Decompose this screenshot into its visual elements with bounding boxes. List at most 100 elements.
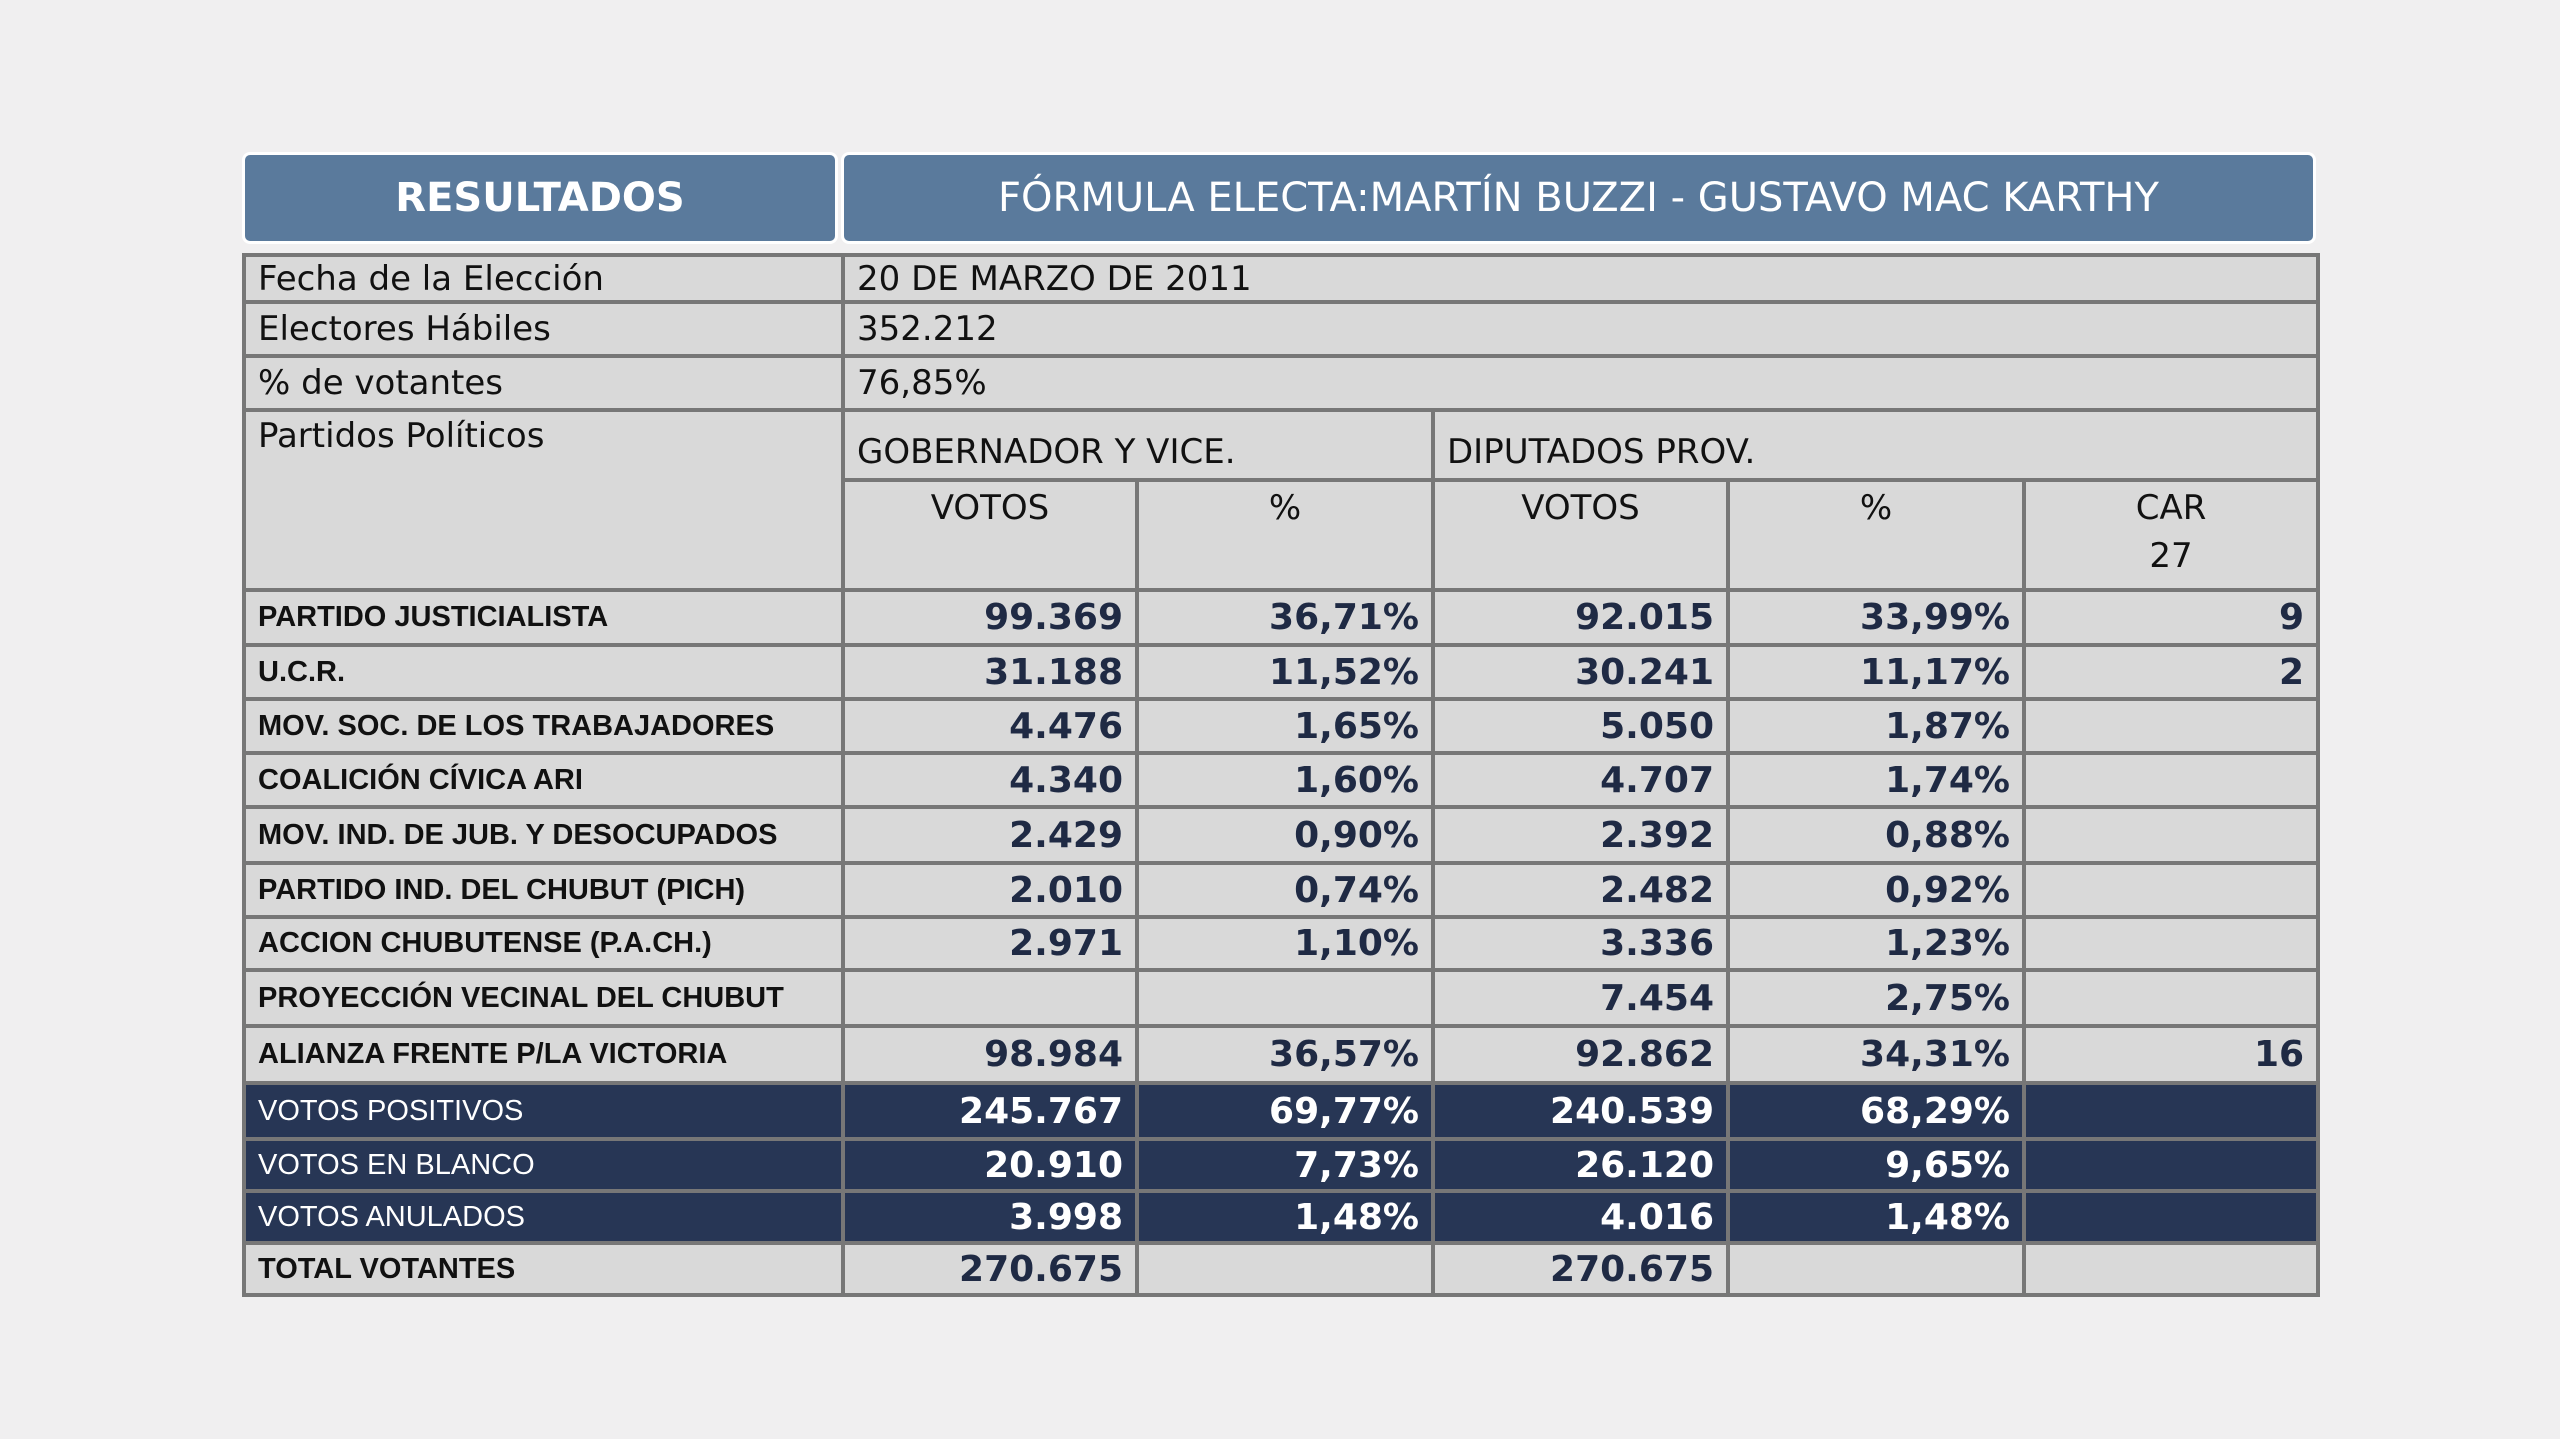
deputies-votes: 7.454 xyxy=(1431,968,1730,1028)
governor-pct: 0,74% xyxy=(1135,861,1435,919)
deputies-votes: 30.241 xyxy=(1431,643,1730,701)
governor-pct: 36,57% xyxy=(1135,1024,1435,1085)
deputies-votes: 4.016 xyxy=(1431,1189,1730,1245)
governor-pct: 36,71% xyxy=(1135,588,1435,647)
seats xyxy=(2021,1241,2321,1297)
seats xyxy=(2021,1189,2321,1245)
car-total: 27 xyxy=(2149,536,2193,576)
governor-pct: 1,60% xyxy=(1135,751,1435,809)
info-row: % de votantes 76,85% xyxy=(242,354,2321,412)
elected-formula-title: FÓRMULA ELECTA:MARTÍN BUZZI - GUSTAVO MA… xyxy=(841,152,2316,244)
elected-formula-text: FÓRMULA ELECTA:MARTÍN BUZZI - GUSTAVO MA… xyxy=(998,175,2159,221)
car-label: CAR xyxy=(2135,488,2207,528)
deputies-votes: 2.482 xyxy=(1431,861,1730,919)
party-row: ALIANZA FRENTE P/LA VICTORIA 98.984 36,57%… xyxy=(242,1024,2321,1085)
deputies-pct: 33,99% xyxy=(1726,588,2026,647)
results-title-text: RESULTADOS xyxy=(395,175,685,221)
party-name: U.C.R. xyxy=(242,643,845,701)
governor-pct: 69,77% xyxy=(1135,1081,1435,1141)
results-table: Fecha de la Elección 20 DE MARZO DE 2011… xyxy=(242,253,2321,1297)
deputies-votes: 26.120 xyxy=(1431,1137,1730,1193)
party-row: U.C.R. 31.188 11,52% 30.241 11,17% 2 xyxy=(242,643,2321,701)
info-label: % de votantes xyxy=(242,354,845,412)
deputies-pct: 1,23% xyxy=(1726,915,2026,972)
governor-votes: 98.984 xyxy=(841,1024,1139,1085)
info-value: 76,85% xyxy=(840,354,2321,412)
governor-votes: 2.429 xyxy=(841,805,1139,865)
deputies-votes: 3.336 xyxy=(1431,915,1730,972)
governor-votes: 99.369 xyxy=(841,588,1139,647)
governor-votes: 31.188 xyxy=(841,643,1139,701)
governor-pct: 1,10% xyxy=(1135,915,1435,972)
deputies-pct: 34,31% xyxy=(1726,1024,2026,1085)
pct-header: % xyxy=(1726,478,2026,592)
party-row: PARTIDO IND. DEL CHUBUT (PICH) 2.010 0,74%… xyxy=(242,861,2321,919)
seats xyxy=(2021,805,2321,865)
deputies-votes: 5.050 xyxy=(1431,697,1730,755)
governor-votes: 4.340 xyxy=(841,751,1139,809)
party-name: ACCION CHUBUTENSE (P.A.CH.) xyxy=(242,915,845,972)
seats xyxy=(2021,968,2321,1028)
seats xyxy=(2021,697,2321,755)
deputies-header: DIPUTADOS PROV. xyxy=(1430,408,2321,482)
party-name: MOV. IND. DE JUB. Y DESOCUPADOS xyxy=(242,805,845,865)
party-name: MOV. SOC. DE LOS TRABAJADORES xyxy=(242,697,845,755)
total-label: TOTAL VOTANTES xyxy=(242,1241,845,1297)
info-row: Fecha de la Elección 20 DE MARZO DE 2011 xyxy=(242,253,2321,304)
deputies-pct: 1,48% xyxy=(1726,1189,2026,1245)
governor-pct: 11,52% xyxy=(1135,643,1435,701)
seats: 16 xyxy=(2021,1024,2321,1085)
summary-row: VOTOS EN BLANCO 20.910 7,73% 26.120 9,65% xyxy=(242,1137,2321,1193)
governor-votes: 4.476 xyxy=(841,697,1139,755)
deputies-pct: 0,92% xyxy=(1726,861,2026,919)
party-row: ACCION CHUBUTENSE (P.A.CH.) 2.971 1,10% 3.3… xyxy=(242,915,2321,972)
governor-votes: 270.675 xyxy=(841,1241,1139,1297)
info-value: 352.212 xyxy=(840,300,2321,358)
party-row: PARTIDO JUSTICIALISTA 99.369 36,71% 92.015 3… xyxy=(242,588,2321,647)
seats xyxy=(2021,1081,2321,1141)
governor-votes: 3.998 xyxy=(841,1189,1139,1245)
governor-pct xyxy=(1135,968,1435,1028)
deputies-pct: 1,74% xyxy=(1726,751,2026,809)
party-row: COALICIÓN CÍVICA ARI 4.340 1,60% 4.707 1,74% xyxy=(242,751,2321,809)
governor-votes: 20.910 xyxy=(841,1137,1139,1193)
seats xyxy=(2021,1137,2321,1193)
party-row: PROYECCIÓN VECINAL DEL CHUBUT 7.454 2,75% xyxy=(242,968,2321,1028)
party-row: MOV. IND. DE JUB. Y DESOCUPADOS 2.429 0,90… xyxy=(242,805,2321,865)
votos-header: VOTOS xyxy=(841,478,1139,592)
governor-votes: 2.971 xyxy=(841,915,1139,972)
deputies-votes: 2.392 xyxy=(1431,805,1730,865)
party-name: PARTIDO IND. DEL CHUBUT (PICH) xyxy=(242,861,845,919)
party-name: PROYECCIÓN VECINAL DEL CHUBUT xyxy=(242,968,845,1028)
party-name: COALICIÓN CÍVICA ARI xyxy=(242,751,845,809)
parties-header: Partidos Políticos xyxy=(242,408,845,592)
party-name: ALIANZA FRENTE P/LA VICTORIA xyxy=(242,1024,845,1085)
seats xyxy=(2021,861,2321,919)
summary-label: VOTOS EN BLANCO xyxy=(242,1137,845,1193)
pct-header: % xyxy=(1135,478,1435,592)
seats xyxy=(2021,751,2321,809)
deputies-votes: 92.015 xyxy=(1431,588,1730,647)
summary-row: VOTOS POSITIVOS 245.767 69,77% 240.539 68,29… xyxy=(242,1081,2321,1141)
info-label: Fecha de la Elección xyxy=(242,253,845,304)
deputies-pct xyxy=(1726,1241,2026,1297)
governor-pct: 0,90% xyxy=(1135,805,1435,865)
results-title: RESULTADOS xyxy=(242,152,838,244)
deputies-pct: 2,75% xyxy=(1726,968,2026,1028)
deputies-pct: 9,65% xyxy=(1726,1137,2026,1193)
deputies-votes: 4.707 xyxy=(1431,751,1730,809)
governor-votes: 245.767 xyxy=(841,1081,1139,1141)
deputies-votes: 270.675 xyxy=(1431,1241,1730,1297)
deputies-pct: 68,29% xyxy=(1726,1081,2026,1141)
deputies-pct: 0,88% xyxy=(1726,805,2026,865)
deputies-pct: 1,87% xyxy=(1726,697,2026,755)
party-name: PARTIDO JUSTICIALISTA xyxy=(242,588,845,647)
governor-votes xyxy=(841,968,1139,1028)
deputies-votes: 92.862 xyxy=(1431,1024,1730,1085)
seats xyxy=(2021,915,2321,972)
column-header-row: VOTOS % VOTOS % CAR 27 xyxy=(244,478,2321,592)
info-row: Electores Hábiles 352.212 xyxy=(242,300,2321,358)
car-header: CAR 27 xyxy=(2021,478,2321,592)
deputies-votes: 240.539 xyxy=(1431,1081,1730,1141)
governor-pct: 7,73% xyxy=(1135,1137,1435,1193)
